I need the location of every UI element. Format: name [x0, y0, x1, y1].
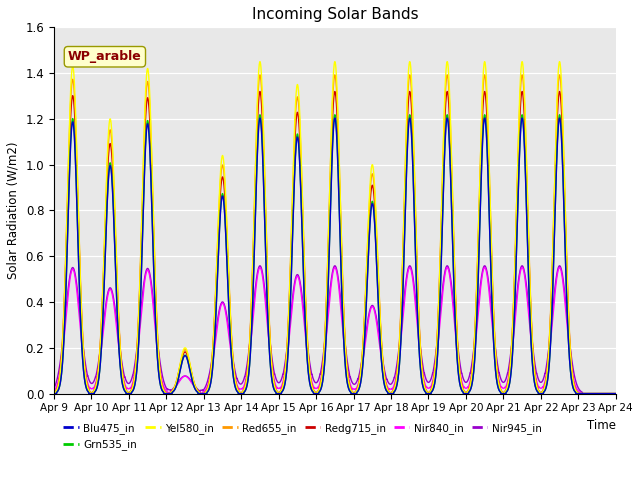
Grn535_in	[612, 391, 620, 396]
Grn535_in	[50, 391, 58, 396]
Yel580_in	[266, 325, 273, 331]
Blu475_in	[114, 329, 122, 335]
Line: Redg715_in: Redg715_in	[54, 92, 616, 394]
Redg715_in	[148, 158, 156, 164]
Y-axis label: Solar Radiation (W/m2): Solar Radiation (W/m2)	[7, 142, 20, 279]
Yel580_in	[612, 391, 620, 396]
Blu475_in	[50, 391, 58, 396]
Line: Red655_in: Red655_in	[54, 75, 616, 394]
X-axis label: Time: Time	[587, 419, 616, 432]
Nir945_in	[50, 385, 58, 391]
Red655_in	[148, 146, 156, 152]
Redg715_in	[114, 304, 122, 310]
Grn535_in	[540, 389, 548, 395]
Title: Incoming Solar Bands: Incoming Solar Bands	[252, 7, 418, 22]
Nir840_in	[114, 338, 122, 344]
Line: Nir945_in: Nir945_in	[54, 266, 616, 394]
Grn535_in	[266, 348, 273, 354]
Blu475_in	[601, 391, 609, 396]
Red655_in	[50, 391, 58, 396]
Red655_in	[612, 391, 620, 396]
Line: Yel580_in: Yel580_in	[54, 61, 616, 394]
Yel580_in	[114, 302, 122, 308]
Nir945_in	[612, 391, 620, 396]
Red655_in	[556, 72, 563, 78]
Text: WP_arable: WP_arable	[68, 50, 142, 63]
Nir840_in	[164, 391, 172, 396]
Legend: Blu475_in, Grn535_in, Yel580_in, Red655_in, Redg715_in, Nir840_in, Nir945_in: Blu475_in, Grn535_in, Yel580_in, Red655_…	[59, 419, 545, 455]
Grn535_in	[601, 391, 609, 396]
Grn535_in	[556, 112, 563, 118]
Yel580_in	[556, 59, 563, 64]
Nir840_in	[556, 264, 563, 270]
Nir945_in	[556, 263, 563, 269]
Nir840_in	[290, 288, 298, 294]
Yel580_in	[50, 391, 58, 396]
Nir840_in	[148, 285, 156, 291]
Yel580_in	[540, 386, 548, 392]
Red655_in	[540, 385, 548, 391]
Yel580_in	[601, 391, 609, 396]
Redg715_in	[540, 385, 548, 391]
Redg715_in	[290, 167, 298, 172]
Blu475_in	[148, 191, 156, 197]
Nir945_in	[266, 333, 273, 339]
Blu475_in	[266, 348, 273, 354]
Nir840_in	[541, 381, 548, 386]
Redg715_in	[612, 391, 620, 396]
Line: Nir840_in: Nir840_in	[54, 267, 616, 394]
Blu475_in	[290, 197, 298, 203]
Redg715_in	[556, 89, 563, 95]
Nir840_in	[601, 391, 609, 396]
Nir945_in	[290, 285, 298, 291]
Redg715_in	[266, 324, 273, 330]
Nir840_in	[50, 388, 58, 394]
Line: Blu475_in: Blu475_in	[54, 118, 616, 394]
Grn535_in	[114, 329, 122, 335]
Nir840_in	[612, 391, 620, 396]
Red655_in	[290, 155, 298, 160]
Redg715_in	[50, 391, 58, 396]
Yel580_in	[148, 140, 156, 146]
Blu475_in	[556, 115, 563, 121]
Nir840_in	[266, 345, 273, 351]
Nir945_in	[148, 280, 156, 286]
Nir945_in	[540, 373, 548, 379]
Blu475_in	[612, 391, 620, 396]
Blu475_in	[540, 389, 548, 395]
Nir945_in	[579, 391, 586, 396]
Nir945_in	[601, 391, 609, 396]
Red655_in	[601, 391, 609, 396]
Grn535_in	[290, 195, 298, 201]
Redg715_in	[601, 391, 609, 396]
Red655_in	[114, 299, 122, 305]
Line: Grn535_in: Grn535_in	[54, 115, 616, 394]
Grn535_in	[148, 189, 156, 194]
Yel580_in	[290, 149, 298, 155]
Red655_in	[266, 320, 273, 326]
Nir945_in	[114, 330, 122, 336]
